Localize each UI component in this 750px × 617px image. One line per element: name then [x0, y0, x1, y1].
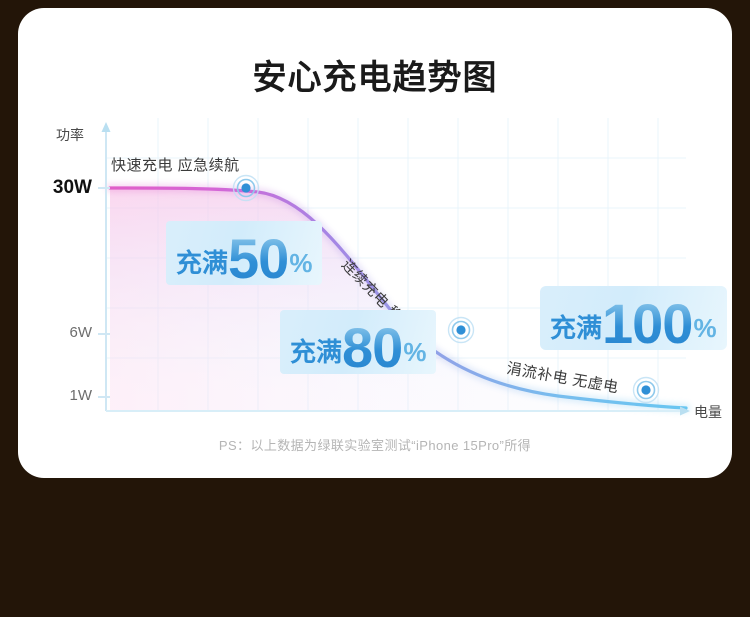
annotation-fast-charge: 快速充电 应急续航	[111, 157, 240, 174]
y-tick-6w: 6W	[69, 324, 93, 341]
y-axis-label: 功率	[56, 127, 84, 143]
badge-100-percent-sign: %	[693, 313, 717, 343]
chart-y-ticks	[98, 187, 110, 398]
y-tick-30w: 30W	[52, 177, 92, 198]
badge-100-number: 100	[602, 292, 693, 356]
badge-80-lead: 充满	[290, 337, 343, 367]
badge-50-percent-sign: %	[289, 248, 313, 278]
badge-charge-80: 充满 80 %	[280, 310, 437, 380]
x-axis-arrow-icon	[680, 406, 690, 416]
badge-100-lead: 充满	[550, 313, 603, 343]
page-title: 安心充电趋势图	[252, 59, 498, 97]
badge-80-percent-sign: %	[403, 337, 427, 367]
footnote-text: PS：以上数据为绿联实验室测试“iPhone 15Pro”所得	[218, 438, 532, 453]
chart-card: 安心充电趋势图	[18, 8, 732, 478]
chart-marker-steady	[447, 316, 475, 344]
y-tick-1w: 1W	[69, 387, 93, 404]
badge-50-lead: 充满	[176, 248, 229, 278]
chart-marker-fast	[232, 174, 260, 202]
x-axis-label: 电量	[694, 404, 722, 420]
badge-charge-50: 充满 50 %	[166, 221, 323, 291]
badge-charge-100: 充满 100 %	[540, 286, 727, 356]
y-axis-arrow-icon	[101, 122, 111, 132]
badge-80-number: 80	[342, 316, 403, 380]
badge-50-number: 50	[228, 227, 289, 291]
chart-marker-trickle	[632, 376, 660, 404]
